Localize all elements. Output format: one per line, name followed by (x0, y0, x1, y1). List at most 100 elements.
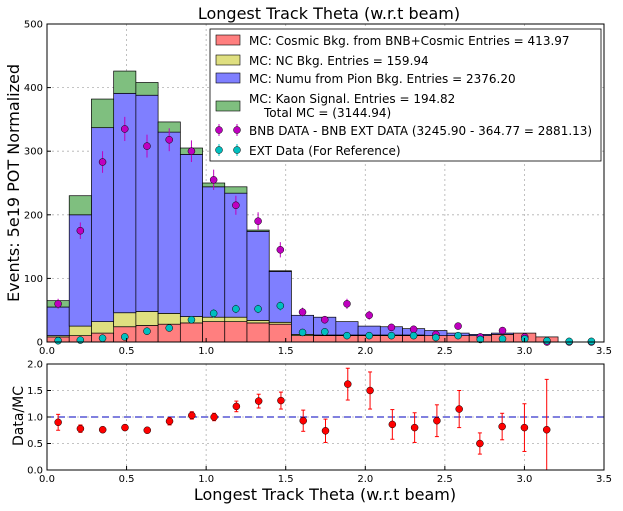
bar-series-3-bin-3 (113, 70, 137, 94)
legend-label-kaon: MC: Kaon Signal. Entries = 194.82 (249, 92, 455, 106)
point-0-5 (165, 136, 173, 144)
point-1-0 (54, 336, 62, 345)
ratio-point-0 (54, 418, 62, 427)
point-1-10 (276, 301, 285, 310)
ratio-point-10 (277, 396, 285, 405)
ratio-point-6 (188, 411, 196, 420)
ratio-point-15 (388, 420, 397, 429)
ratio-point-9 (254, 397, 263, 405)
top-ytick-label: 100 (24, 274, 43, 285)
top-ytick-label: 400 (24, 83, 43, 94)
bar-series-1-bin-7 (202, 316, 226, 322)
top-ylabel: Events: 5e19 POT Normalized (4, 64, 23, 302)
bottom-xtick-label: 0.0 (39, 474, 55, 485)
top-ytick-label: 200 (24, 210, 43, 221)
top-xtick-label: 2.0 (357, 346, 373, 357)
bar-series-3-bin-2 (91, 98, 115, 129)
bar-series-2-bin-7 (202, 186, 226, 318)
point-1-6 (187, 315, 196, 324)
ratio-point-11 (299, 416, 307, 425)
bar-series-0-bin-8 (224, 321, 248, 343)
ratio-point-12 (321, 427, 330, 435)
ratio-point-14 (366, 386, 374, 395)
point-0-3 (121, 125, 129, 133)
legend-swatch-kaon (215, 100, 241, 112)
point-0-1 (76, 226, 85, 235)
bottom-ytick-label: 0.5 (27, 439, 43, 450)
legend-swatch-cosmic (215, 34, 241, 46)
top-xtick-label: 0.5 (119, 346, 135, 357)
bar-series-0-bin-10 (268, 323, 292, 343)
legend: MC: Cosmic Bkg. from BNB+Cosmic Entries … (209, 28, 602, 162)
top-xtick-label: 2.5 (437, 346, 453, 357)
legend-label-bnb-data: BNB DATA - BNB EXT DATA (3245.90 - 364.7… (249, 124, 592, 138)
bar-series-3-bin-10 (268, 270, 292, 272)
bottom-points (54, 367, 551, 471)
point-1-8 (232, 305, 240, 313)
point-1-4 (143, 327, 151, 335)
point-0-9 (254, 217, 262, 225)
point-0-7 (209, 176, 218, 184)
legend-frame (209, 28, 602, 162)
point-0-8 (232, 201, 240, 210)
bar-series-3-bin-1 (68, 195, 92, 216)
point-0-20 (498, 326, 507, 335)
bottom-xtick-label: 2.5 (437, 474, 453, 485)
point-0-12 (321, 315, 329, 324)
legend-label-cosmic: MC: Cosmic Bkg. from BNB+Cosmic Entries … (249, 34, 570, 48)
ratio-point-21 (520, 423, 529, 432)
bottom-xtick-label: 1.5 (278, 474, 294, 485)
ratio-point-8 (232, 402, 241, 411)
top-frame (46, 23, 605, 343)
bottom-ytick-label: 1.0 (27, 413, 43, 424)
top-xtick-label: 1.0 (198, 346, 214, 357)
legend-label-numu: MC: Numu from Pion Bkg. Entries = 2376.2… (249, 72, 516, 86)
bottom-ytick-label: 1.5 (27, 386, 43, 397)
top-ytick-label: 500 (24, 20, 43, 31)
point-1-13 (343, 331, 351, 340)
ratio-point-19 (476, 439, 484, 448)
legend-marker-bnb-data (215, 124, 241, 136)
bar-series-2-bin-0 (46, 306, 70, 336)
point-0-2 (98, 158, 107, 166)
ratio-point-13 (344, 380, 352, 388)
bottom-xtick-label: 3.5 (596, 474, 612, 485)
top-ytick-label: 0 (37, 338, 43, 349)
point-1-16 (409, 331, 418, 340)
point-0-16 (409, 325, 418, 334)
top-ticks: 0.0 0.5 1.0 1.5 2.0 2.5 3.0 3.5 0 100 200 300 400 500 (24, 20, 612, 358)
top-xtick-label: 0.0 (39, 346, 55, 357)
bar-series-1-bin-1 (68, 325, 92, 336)
ratio-point-1 (76, 424, 85, 433)
bar-series-1-bin-2 (91, 321, 115, 334)
bottom-ylabel: Data/MC (11, 386, 27, 446)
ratio-point-22 (542, 425, 551, 434)
ratio-point-4 (143, 426, 152, 434)
point-1-22 (543, 336, 551, 345)
point-0-14 (365, 311, 373, 320)
bar-series-1-bin-5 (157, 313, 181, 325)
point-1-20 (498, 335, 507, 343)
point-1-2 (98, 334, 107, 342)
bottom-ytick-label: 2.0 (27, 360, 43, 371)
point-1-18 (454, 331, 462, 340)
point-1-7 (209, 309, 218, 318)
bar-series-2-bin-4 (135, 94, 159, 312)
bottom-xlabel: Longest Track Theta (w.r.t beam) (194, 485, 456, 504)
point-0-13 (343, 300, 351, 308)
top-xtick-label: 3.0 (516, 346, 532, 357)
point-1-12 (321, 328, 329, 336)
top-title: Longest Track Theta (w.r.t beam) (198, 4, 460, 23)
bar-series-1-bin-3 (113, 312, 137, 328)
point-1-24 (587, 337, 596, 346)
ratio-point-5 (165, 417, 174, 425)
bottom-ytick-label: 0.0 (27, 466, 43, 477)
ratio-point-20 (498, 422, 506, 431)
bar-series-0-bin-9 (246, 322, 270, 343)
bar-series-3-bin-8 (224, 186, 248, 194)
bar-series-2-bin-6 (179, 154, 203, 317)
point-0-10 (276, 246, 285, 254)
point-1-23 (565, 337, 573, 346)
point-1-17 (432, 333, 440, 342)
